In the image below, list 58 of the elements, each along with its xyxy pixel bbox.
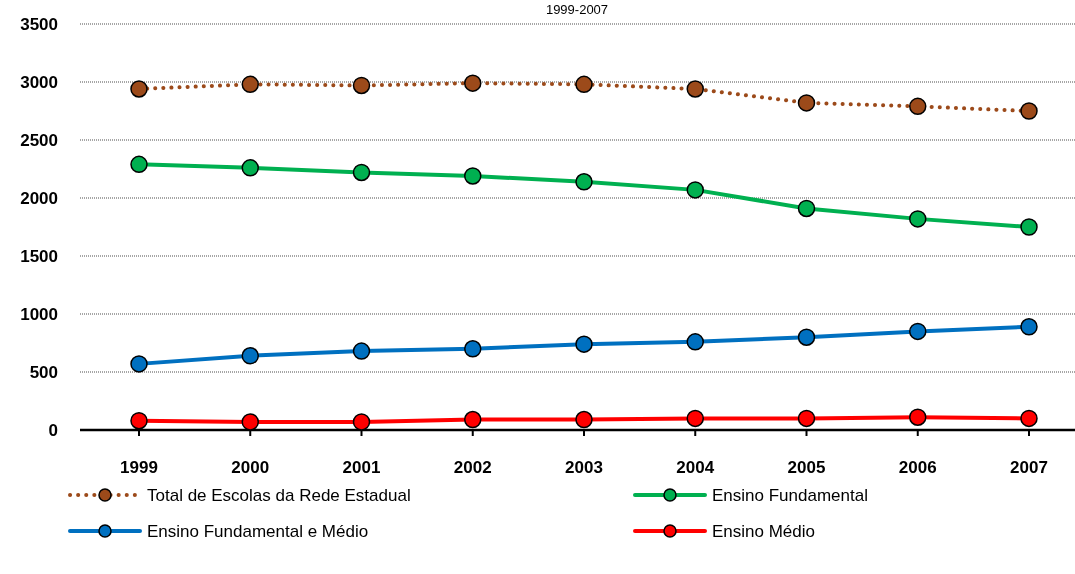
point <box>464 340 482 358</box>
y-tick-label: 0 <box>48 421 58 440</box>
y-tick-label: 500 <box>29 363 58 382</box>
point <box>686 409 704 428</box>
x-tick-label: 2004 <box>676 458 715 477</box>
point <box>352 76 371 95</box>
point <box>797 94 816 112</box>
point <box>909 97 927 116</box>
point <box>241 75 259 94</box>
point <box>686 80 704 98</box>
point <box>352 413 371 431</box>
x-tick-label: 2001 <box>342 458 381 477</box>
chart-title: 1999-2007 <box>545 2 609 17</box>
point <box>909 322 927 341</box>
point <box>241 413 259 431</box>
x-tick-label: 2005 <box>787 458 826 477</box>
point <box>797 199 816 218</box>
point <box>1020 102 1038 120</box>
point <box>575 173 593 191</box>
point <box>130 355 148 373</box>
point <box>130 411 148 430</box>
point <box>686 333 704 351</box>
point <box>1020 318 1038 336</box>
point <box>130 155 148 174</box>
point <box>686 181 704 199</box>
x-tick-label: 2007 <box>1010 458 1048 477</box>
point <box>1020 409 1038 428</box>
point <box>575 335 593 353</box>
x-tick-label: 2000 <box>231 458 270 477</box>
point <box>464 167 482 185</box>
point <box>352 163 371 182</box>
x-tick-label: 2002 <box>453 458 492 477</box>
y-tick-label: 2000 <box>20 189 58 208</box>
point <box>909 408 927 426</box>
point <box>909 210 927 228</box>
point <box>464 74 482 92</box>
y-tick-label: 2500 <box>20 131 58 150</box>
legend-label: Total de Escolas da Rede Estadual <box>147 486 411 505</box>
legend-label: Ensino Médio <box>712 522 816 541</box>
point <box>797 409 816 428</box>
point <box>1020 218 1038 236</box>
point <box>575 410 593 429</box>
point <box>241 159 259 177</box>
x-tick-label: 2006 <box>898 458 937 477</box>
y-tick-label: 3500 <box>20 15 58 34</box>
point <box>797 328 816 346</box>
y-tick-label: 3000 <box>20 73 58 92</box>
point <box>575 75 593 94</box>
legend-label: Ensino Fundamental e Médio <box>147 522 369 541</box>
x-tick-label: 2003 <box>565 458 603 477</box>
point <box>464 410 482 429</box>
point <box>352 342 371 360</box>
point <box>130 80 148 98</box>
point <box>241 347 259 365</box>
x-tick-label: 1999 <box>120 458 158 477</box>
legend-label: Ensino Fundamental <box>712 486 868 505</box>
y-tick-label: 1000 <box>20 305 58 324</box>
y-tick-label: 1500 <box>20 247 58 266</box>
